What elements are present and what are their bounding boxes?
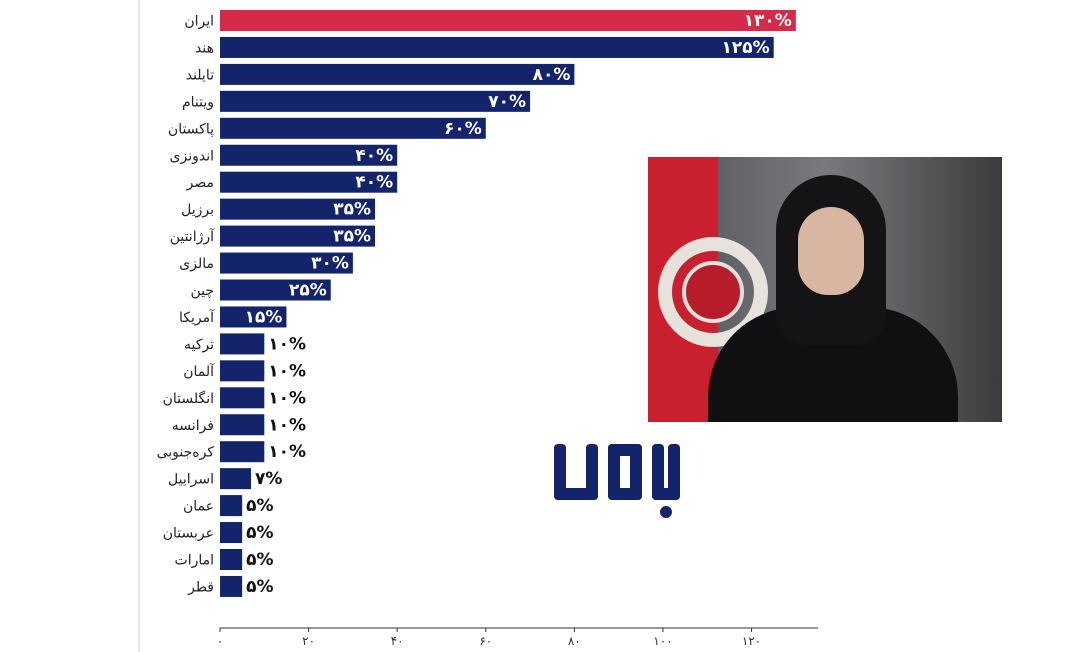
bar-16 xyxy=(220,441,265,463)
category-label-18: عمان xyxy=(183,499,214,515)
x-tick-label-1: ۲۰ xyxy=(302,634,315,648)
value-label-7: ۳۵% xyxy=(333,200,371,220)
category-label-14: انگلستان xyxy=(163,390,214,407)
bars-group: ایران ۱۳۰% هند ۱۲۵% تایلند ۸۰% ویتنام ۷۰% پاکستا… xyxy=(157,10,796,597)
bar-6 xyxy=(220,171,398,193)
bar-17 xyxy=(220,468,252,490)
category-label-12: ترکیه xyxy=(184,337,214,353)
value-label-20: ۵% xyxy=(246,550,273,570)
value-label-15: ۱۰% xyxy=(268,415,306,435)
bamdad-logo xyxy=(554,444,680,518)
value-label-12: ۱۰% xyxy=(268,334,306,354)
category-label-5: اندونزی xyxy=(170,148,214,164)
category-label-8: آرژانتین xyxy=(170,228,215,245)
bar-0 xyxy=(220,10,796,31)
bar-14 xyxy=(220,387,265,409)
category-label-4: پاکستان xyxy=(168,121,214,137)
category-label-17: اسراییل xyxy=(168,472,214,488)
bar-21 xyxy=(220,575,243,597)
value-label-19: ۵% xyxy=(246,523,273,543)
value-label-17: ۷% xyxy=(255,469,282,489)
bar-19 xyxy=(220,522,243,544)
bar-20 xyxy=(220,549,243,570)
value-label-0: ۱۳۰% xyxy=(744,11,792,31)
category-label-11: آمریکا xyxy=(179,309,215,326)
value-label-3: ۷۰% xyxy=(488,92,526,112)
category-label-0: ایران xyxy=(184,14,214,30)
bar-9 xyxy=(220,252,353,274)
x-tick-label-2: ۴۰ xyxy=(391,634,404,648)
category-label-2: تایلند xyxy=(186,67,214,83)
value-label-14: ۱۰% xyxy=(268,388,306,408)
value-label-9: ۳۰% xyxy=(311,254,349,274)
bar-8 xyxy=(220,225,376,247)
bar-11 xyxy=(220,306,287,328)
category-label-1: هند xyxy=(195,40,214,56)
category-label-9: مالزی xyxy=(179,256,214,272)
value-label-16: ۱۰% xyxy=(268,442,306,462)
value-label-4: ۶۰% xyxy=(444,119,482,139)
bar-4 xyxy=(220,117,486,139)
category-label-6: مصر xyxy=(186,175,214,191)
x-tick-label-5: ۱۰۰ xyxy=(653,634,672,648)
bar-5 xyxy=(220,144,398,166)
bar-2 xyxy=(220,63,575,85)
value-label-11: ۱۵% xyxy=(245,307,283,327)
bar-7 xyxy=(220,198,376,220)
x-axis: ۰ ۲۰ ۴۰ ۶۰ ۸۰ ۱۰۰ ۱۲۰ xyxy=(217,627,818,648)
x-tick-label-3: ۶۰ xyxy=(479,634,492,648)
left-border-line xyxy=(138,0,140,652)
bar-1 xyxy=(220,36,774,58)
value-label-2: ۸۰% xyxy=(533,65,571,85)
value-label-5: ۴۰% xyxy=(355,146,393,166)
category-label-19: عربستان xyxy=(163,526,214,542)
x-tick-label-0: ۰ xyxy=(217,634,223,648)
category-label-13: آلمان xyxy=(183,363,215,380)
bar-13 xyxy=(220,360,265,382)
category-label-10: چین xyxy=(190,283,214,299)
bar-3 xyxy=(220,90,531,112)
x-tick-label-4: ۸۰ xyxy=(568,634,581,648)
value-label-21: ۵% xyxy=(246,577,273,597)
value-label-13: ۱۰% xyxy=(268,361,306,381)
category-label-21: قطر xyxy=(187,579,214,595)
bar-15 xyxy=(220,414,265,436)
x-tick-label-6: ۱۲۰ xyxy=(742,634,761,648)
category-label-3: ویتنام xyxy=(182,94,214,110)
category-label-20: امارات xyxy=(175,553,214,569)
category-label-15: فرانسه xyxy=(172,418,214,434)
category-label-7: برزیل xyxy=(181,202,214,218)
value-label-18: ۵% xyxy=(246,496,273,516)
portrait-photo xyxy=(648,157,1002,422)
value-label-8: ۳۵% xyxy=(333,227,371,247)
bar-18 xyxy=(220,495,243,517)
value-label-1: ۱۲۵% xyxy=(722,38,770,58)
category-label-16: کره‌جنوبی xyxy=(157,445,215,461)
value-label-10: ۲۵% xyxy=(289,281,327,301)
bar-10 xyxy=(220,279,331,301)
bar-12 xyxy=(220,333,265,355)
value-label-6: ۴۰% xyxy=(355,173,393,193)
